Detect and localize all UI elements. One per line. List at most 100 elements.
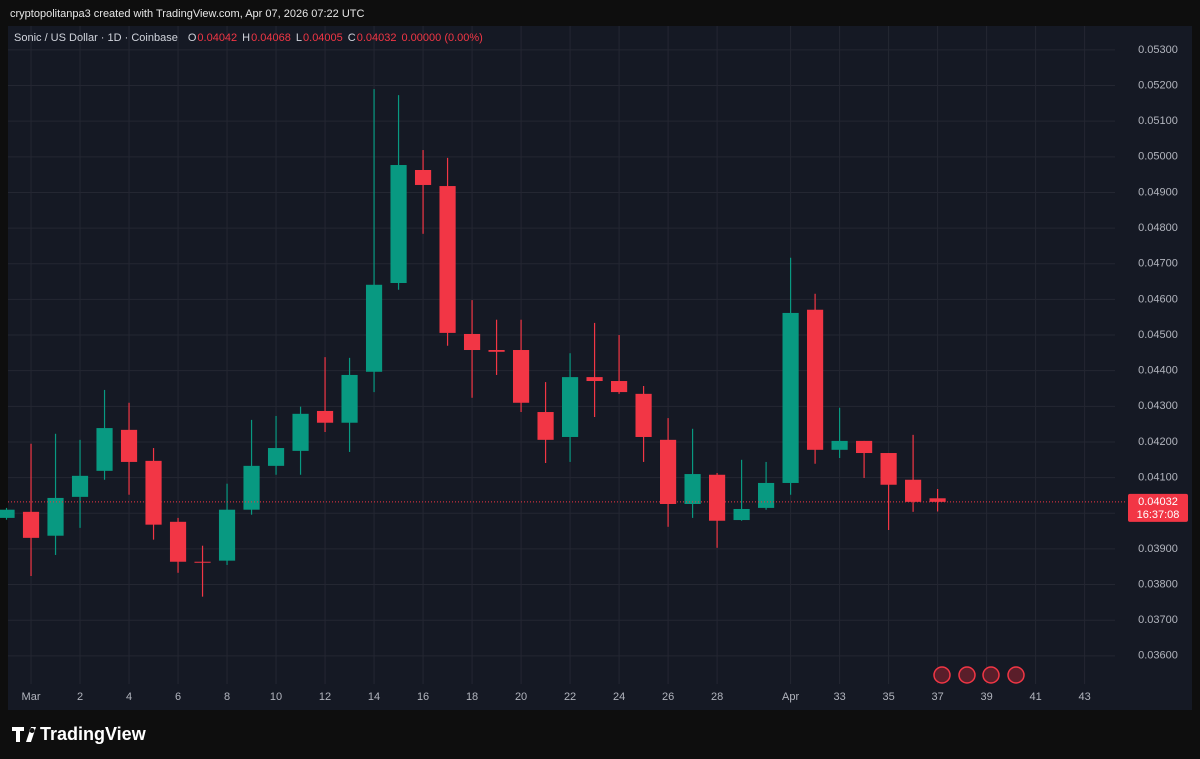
x-tick-label: 41 [1029,691,1041,703]
x-tick-label: 39 [980,691,992,703]
y-tick-label: 0.04700 [1138,258,1178,270]
legend-value: 0.04042 [197,32,237,44]
chart-panel [8,26,1192,710]
candle-body [635,393,652,437]
y-tick-label: 0.03700 [1138,614,1178,626]
x-tick-label: 12 [319,691,331,703]
candle-body [47,497,64,536]
y-tick-label: 0.04300 [1138,400,1178,412]
flag-icon[interactable] [933,666,951,684]
logo-icon [12,727,36,742]
y-tick-label: 0.04400 [1138,365,1178,377]
candle-body [512,350,530,403]
x-tick-label: 43 [1078,691,1090,703]
y-tick-label: 0.05300 [1138,44,1178,56]
candle-body [586,377,603,382]
legend-value: 0.04068 [251,32,291,44]
candle-body [0,509,15,518]
candle-body [610,381,628,393]
legend-value: 0.04032 [357,32,397,44]
y-tick-label: 0.04100 [1138,472,1178,484]
candle-body [243,465,260,510]
y-tick-label: 0.04500 [1138,329,1178,341]
candle-body [905,479,922,502]
x-tick-label: Apr [782,691,799,703]
y-tick-label: 0.04800 [1138,222,1178,234]
x-tick-label: 16 [417,691,429,703]
legend-change: 0.00000 (0.00%) [402,32,483,44]
x-tick-label: 14 [368,691,380,703]
legend-key: C [348,32,356,44]
candle-body [659,439,677,504]
x-tick-label: 8 [224,691,230,703]
candle-body [709,474,726,521]
grid [8,26,1115,684]
logo-text: TradingView [40,724,147,744]
flag-icon[interactable] [982,666,1000,684]
candle-body [807,309,824,450]
candles [0,89,1125,597]
candle-body [856,440,873,454]
x-tick-label: 10 [270,691,282,703]
x-tick-label: 33 [833,691,845,703]
x-tick-label: 28 [711,691,723,703]
x-tick-label: 20 [515,691,527,703]
flag-icon[interactable] [1007,666,1025,684]
candle-body [831,440,848,450]
x-tick-label: 37 [931,691,943,703]
flag-icon[interactable] [958,666,976,684]
countdown: 16:37:08 [1137,509,1180,521]
y-tick-label: 0.04600 [1138,293,1178,305]
y-tick-label: 0.05000 [1138,151,1178,163]
x-tick-label: 18 [466,691,478,703]
candle-body [341,374,358,423]
y-tick-label: 0.03600 [1138,650,1178,662]
candle-body [169,521,187,562]
candle-body [218,509,236,561]
candle-body [267,448,285,466]
y-tick-label: 0.05100 [1138,115,1178,127]
last-price-label: 0.04032 [1138,496,1178,508]
legend-key: H [242,32,250,44]
x-tick-label: 2 [77,691,83,703]
candle-body [733,508,750,521]
candle-body [684,474,701,504]
candle-body [439,186,456,333]
last-price-box [1128,493,1188,522]
y-tick-label: 0.03800 [1138,578,1178,590]
candle-body [880,453,897,485]
candle-body [758,482,775,508]
candle-body [96,428,113,471]
candle-body [561,377,579,437]
y-tick-label: 0.05200 [1138,79,1178,91]
candle-body [194,561,211,563]
x-tick-label: 24 [613,691,625,703]
y-tick-label: 0.04900 [1138,186,1178,198]
chart-title: Sonic / US Dollar · 1D · Coinbase [14,32,178,44]
x-tick-label: Mar [22,691,41,703]
candle-body [22,511,40,538]
candle-body [463,333,481,351]
x-tick-label: 22 [564,691,576,703]
candle-body [120,429,138,462]
candle-body [782,312,799,483]
candle-body [145,460,162,525]
candle-body [414,170,432,185]
candle-body [537,412,554,440]
candle-body [365,284,383,372]
x-tick-label: 35 [882,691,894,703]
legend-key: L [296,32,302,44]
event-flags [933,666,1025,684]
logo: TradingView [12,724,147,744]
legend-key: O [188,32,197,44]
y-tick-label: 0.04200 [1138,436,1178,448]
candle-body [488,350,505,352]
x-tick-label: 4 [126,691,132,703]
candle-body [929,498,946,502]
x-tick-label: 26 [662,691,674,703]
credit: cryptopolitanpa3 created with TradingVie… [10,8,365,20]
candle-body [316,410,334,423]
candle-body [292,413,309,451]
